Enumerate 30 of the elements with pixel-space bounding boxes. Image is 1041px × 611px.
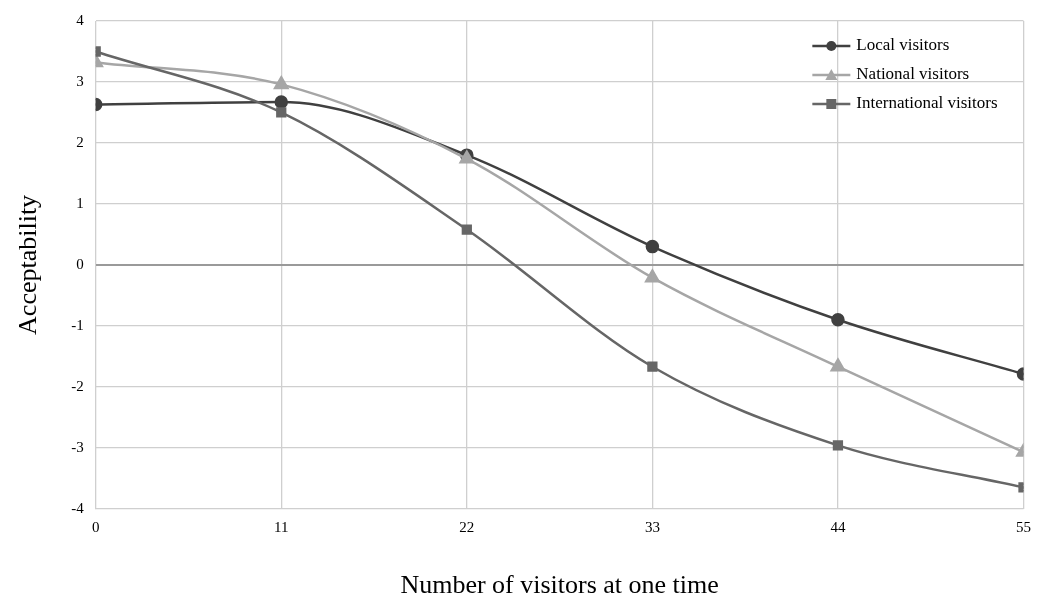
- y-tick-label: -4: [71, 499, 85, 516]
- y-tick-label: -3: [71, 438, 84, 455]
- x-axis-title: Number of visitors at one time: [400, 570, 719, 600]
- x-tick-label: 44: [830, 518, 846, 535]
- point: [645, 239, 660, 254]
- x-tick-label: 55: [1016, 518, 1031, 535]
- y-tick-label: -2: [71, 377, 84, 394]
- y-tick-label: 3: [76, 72, 84, 89]
- y-tick-label: 1: [76, 194, 84, 211]
- point: [461, 224, 472, 235]
- point: [273, 76, 289, 90]
- point: [832, 440, 844, 451]
- x-tick-label: 0: [91, 518, 100, 535]
- x-tick-label: 22: [459, 518, 475, 535]
- y-tick-label: 4: [76, 11, 85, 28]
- point: [274, 95, 289, 109]
- point: [830, 358, 846, 372]
- y-tick-label: 2: [76, 133, 84, 150]
- x-tick-label: 33: [644, 518, 660, 535]
- point: [647, 361, 658, 372]
- y-axis-title: Acceptability: [13, 194, 43, 335]
- legend-label: National visitors: [856, 64, 970, 84]
- y-tick-label: -1: [71, 316, 84, 333]
- legend-label: International visitors: [856, 93, 998, 113]
- point: [831, 313, 845, 327]
- legend-label: Local visitors: [856, 35, 950, 55]
- point: [645, 269, 660, 283]
- point: [276, 107, 287, 118]
- x-tick-label: 11: [274, 518, 289, 535]
- y-tick-label: 0: [76, 255, 84, 272]
